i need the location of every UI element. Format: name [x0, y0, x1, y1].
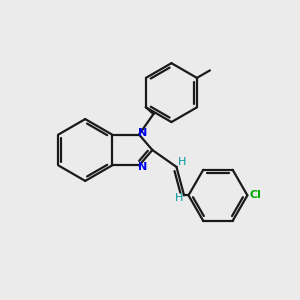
Text: Cl: Cl: [250, 190, 262, 200]
Text: H: H: [178, 158, 186, 167]
Text: N: N: [138, 128, 148, 138]
Text: N: N: [138, 162, 148, 172]
Text: H: H: [175, 193, 183, 203]
